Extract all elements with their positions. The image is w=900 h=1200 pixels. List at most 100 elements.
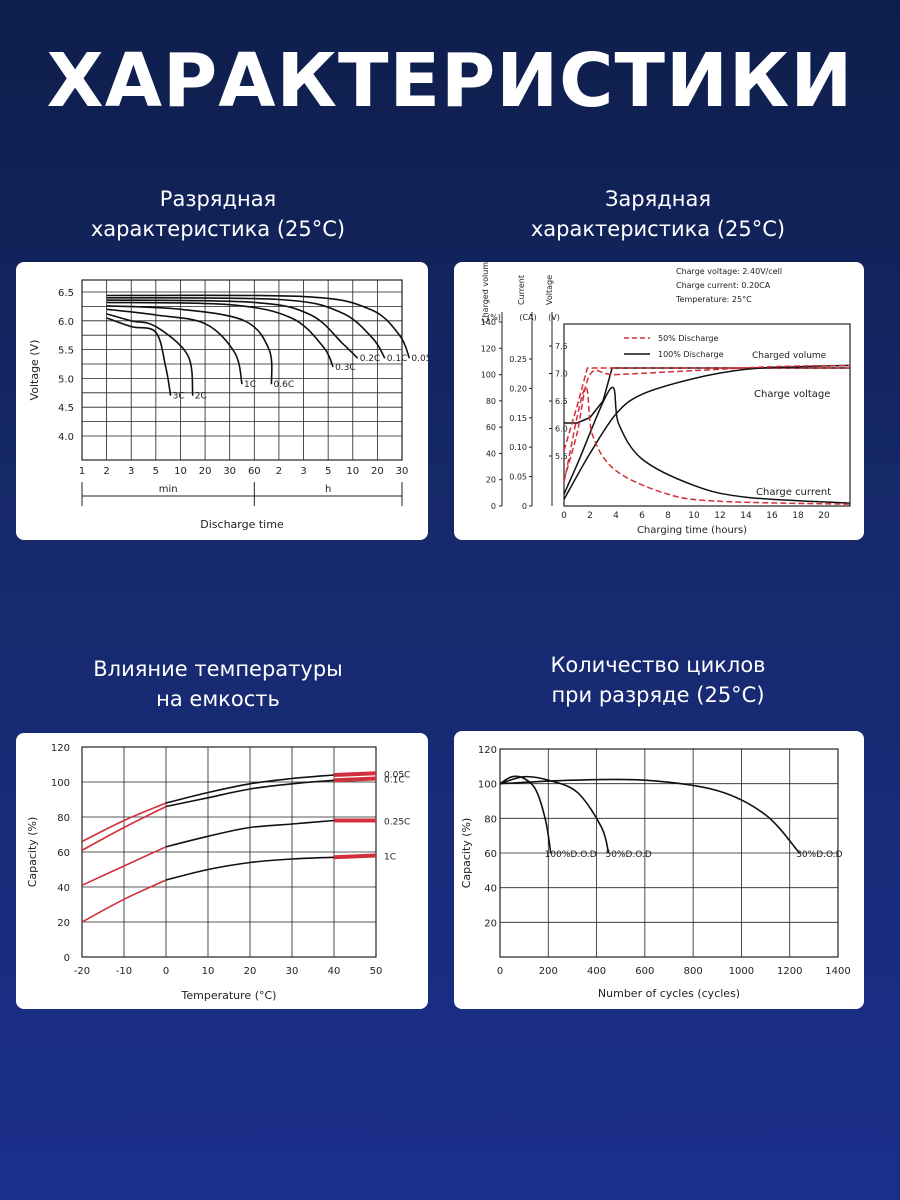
charge-current-100-line xyxy=(563,386,851,504)
x-tick-label: 1200 xyxy=(777,966,802,977)
x-tick-label: 200 xyxy=(539,966,558,977)
y-tick-label: 20 xyxy=(57,918,70,929)
series-line-0.6C xyxy=(106,305,273,385)
y-tick-label: 5.0 xyxy=(58,374,74,385)
series-line-0.25C-cold xyxy=(81,846,167,887)
x-axis-label: Number of cycles (cycles) xyxy=(598,987,740,1000)
voltage-tick-label: 7.0 xyxy=(555,370,568,379)
x-tick-label: 5 xyxy=(153,466,159,477)
cycles-heading-line2: при разряде (25°C) xyxy=(551,683,765,707)
series-label: 0.05C xyxy=(384,770,410,780)
volume-tick-label: 80 xyxy=(486,397,496,406)
charge-chart: 1401201008060402000.250.200.150.100.0507… xyxy=(481,262,851,536)
x-unit-label: min xyxy=(159,484,178,495)
y-tick-label: 80 xyxy=(484,814,497,825)
y-tick-label: 80 xyxy=(57,813,70,824)
y-tick-label: 120 xyxy=(51,743,70,754)
x-axis-label: Temperature (°C) xyxy=(181,989,277,1002)
y-tick-label: 20 xyxy=(484,918,497,929)
y-axis-label: Capacity (%) xyxy=(26,817,39,888)
series-line-0.05C-cold xyxy=(81,802,167,843)
x-axis-label: Discharge time xyxy=(200,518,284,531)
charge-voltage-100-line xyxy=(564,367,850,424)
series-label: 0.1C xyxy=(384,776,405,786)
charge-chart-card: 140 120 100 80 60 40 20 0 0.25 0.20 0.15 0.10 0.05 0 7… xyxy=(454,262,864,540)
voltage-tick-label: 6.0 xyxy=(555,425,568,434)
y-tick-label: 4.0 xyxy=(58,432,74,443)
y-tick-label: 40 xyxy=(484,884,497,895)
x-tick-label: 0 xyxy=(497,966,503,977)
discharge-heading-line1: Разрядная xyxy=(159,187,277,211)
x-tick-label: 20 xyxy=(244,966,257,977)
y-tick-label: 4.5 xyxy=(58,403,74,414)
axis-unit: (CA) xyxy=(519,313,536,322)
x-tick-label: 10 xyxy=(174,466,187,477)
x-tick-label: 30 xyxy=(396,466,409,477)
x-axis-label: Charging time (hours) xyxy=(637,525,747,536)
discharge-heading-line2: характеристика (25°C) xyxy=(90,217,346,241)
series-label: 0.6C xyxy=(274,380,295,390)
series-line-1C-cold xyxy=(81,879,167,923)
x-tick-label: 20 xyxy=(818,511,830,521)
current-tick-label: 0.25 xyxy=(509,355,527,364)
axis-head: Charged volume xyxy=(481,262,490,323)
series-label: 0.1C xyxy=(387,354,408,364)
series-label: 1C xyxy=(244,380,256,390)
y-tick-label: 100 xyxy=(478,780,497,791)
x-tick-label: 10 xyxy=(346,466,359,477)
note-line: Charge current: 0.20CA xyxy=(676,281,771,290)
discharge-chart: 6.5 6.0 5.5 5.0 4.5 4.0 1 2 3 5 10 20 30 60 2 3 5 10 20 30 V… xyxy=(28,279,428,531)
charged-volume-50-line xyxy=(563,364,851,480)
x-tick-label: 1000 xyxy=(729,966,754,977)
plot-frame xyxy=(81,746,377,958)
x-tick-label: -20 xyxy=(74,966,90,977)
x-tick-label: 600 xyxy=(635,966,654,977)
volume-tick-label: 40 xyxy=(486,449,496,458)
charge-heading: Зарядная характеристика (25°C) xyxy=(448,184,868,244)
voltage-tick-label: 6.5 xyxy=(555,397,568,406)
plot-frame xyxy=(563,323,851,507)
x-tick-label: 8 xyxy=(665,511,671,521)
x-tick-label: 12 xyxy=(714,511,725,521)
y-tick-label: 6.0 xyxy=(58,317,74,328)
note-line: Temperature: 25°C xyxy=(675,295,752,304)
series-line-0.3C xyxy=(106,301,334,368)
x-tick-label: 3 xyxy=(128,466,134,477)
x-tick-label: 0 xyxy=(163,966,169,977)
x-tick-label: 1 xyxy=(79,466,85,477)
current-tick-label: 0.10 xyxy=(509,443,527,452)
series-line-0.05C xyxy=(165,774,335,804)
volume-tick-label: 140 xyxy=(481,318,496,327)
volume-tick-label: 120 xyxy=(481,344,496,353)
series-line-0.1C-cold xyxy=(81,805,167,852)
series-label: 3C xyxy=(173,392,185,402)
y-tick-label: 100 xyxy=(51,778,70,789)
x-tick-label: 3 xyxy=(300,466,306,477)
x-tick-label: 10 xyxy=(202,966,215,977)
x-tick-label: 2 xyxy=(103,466,109,477)
y-tick-label: 6.5 xyxy=(58,288,74,299)
x-tick-label: 20 xyxy=(199,466,212,477)
x-tick-label: 4 xyxy=(613,511,619,521)
series-line-0.25C xyxy=(165,819,335,848)
charge-current-50-line xyxy=(563,386,851,505)
cycles-heading-line1: Количество циклов xyxy=(550,653,766,677)
charge-voltage-50-line xyxy=(563,367,850,451)
current-tick-label: 0.05 xyxy=(509,473,527,482)
series-line-0.2C xyxy=(106,299,359,359)
volume-tick-label: 20 xyxy=(486,476,496,485)
series-line-0.05C xyxy=(106,294,411,359)
series-line-1C xyxy=(165,856,335,881)
x-tick-label: 16 xyxy=(766,511,778,521)
series-label: 0.25C xyxy=(384,818,410,828)
y-tick-label: 0 xyxy=(64,953,70,964)
series-line-1C-hot xyxy=(333,853,377,860)
x-tick-label: 2 xyxy=(276,466,282,477)
series-label: 2C xyxy=(195,392,207,402)
x-tick-label: 10 xyxy=(688,511,700,521)
x-tick-label: 30 xyxy=(286,966,299,977)
series-label: 0.2C xyxy=(360,354,381,364)
x-tick-label: 60 xyxy=(248,466,261,477)
x-tick-label: -10 xyxy=(116,966,132,977)
